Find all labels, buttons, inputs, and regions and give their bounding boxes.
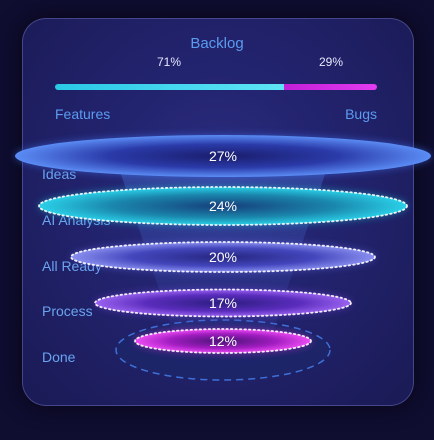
- bugs-label: Bugs: [345, 106, 377, 122]
- funnel-layer-ideas: [15, 135, 431, 177]
- backlog-split-bar: [55, 84, 377, 90]
- stage-label-process: Process: [42, 303, 93, 319]
- funnel-value-label-all-ready: 20%: [209, 249, 237, 265]
- features-label: Features: [55, 106, 111, 122]
- stage-label-done: Done: [42, 349, 76, 365]
- features-bar-segment: [55, 84, 284, 90]
- bugs-bar-segment: [283, 84, 377, 90]
- funnel-value-label-process: 17%: [209, 295, 237, 311]
- funnel-layer-done: [134, 328, 312, 354]
- funnel-layer-ai-analysis: [38, 186, 408, 226]
- bugs-percent-label: 29%: [318, 55, 344, 69]
- funnel-value-label-ideas: 27%: [209, 148, 237, 164]
- funnel-value-label-done: 12%: [209, 333, 237, 349]
- stage-label-ideas: Ideas: [42, 166, 77, 182]
- funnel-value-label-ai-analysis: 24%: [209, 198, 237, 214]
- funnel-layer-process: [94, 288, 352, 318]
- backlog-title: Backlog: [190, 35, 244, 52]
- funnel-layer-all-ready: [70, 241, 376, 273]
- features-percent-label: 71%: [156, 55, 182, 69]
